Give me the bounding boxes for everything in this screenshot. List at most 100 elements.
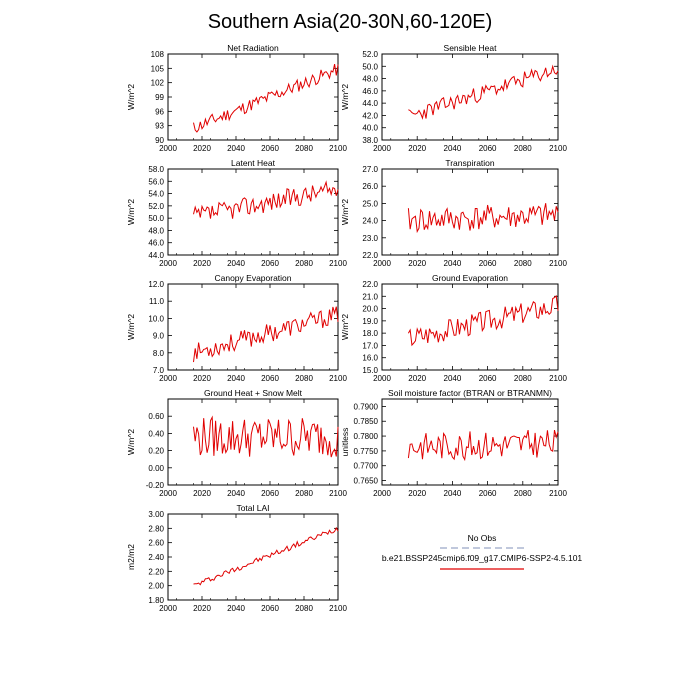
x-tick-label: 2020 bbox=[193, 259, 211, 268]
y-tick-label: 23.0 bbox=[362, 234, 378, 243]
y-tick-label: 1.80 bbox=[148, 596, 164, 605]
y-axis-label: W/m^2 bbox=[126, 199, 136, 225]
x-tick-label: 2080 bbox=[295, 144, 313, 153]
y-tick-label: 0.60 bbox=[148, 412, 164, 421]
plot-frame bbox=[167, 398, 339, 486]
series-line bbox=[408, 64, 559, 120]
panel-net-radiation: Net Radiation W/m^2 2000 2020 2040 2060 2080 21… bbox=[126, 43, 347, 153]
y-tick-label: 27.0 bbox=[362, 165, 378, 174]
x-tick-label: 2080 bbox=[295, 604, 313, 613]
y-tick-label: 11.0 bbox=[149, 297, 165, 306]
y-tick-label: 12.0 bbox=[148, 280, 164, 289]
x-tick-label: 2060 bbox=[479, 259, 497, 268]
x-tick-label: 2040 bbox=[444, 259, 462, 268]
y-tick-label: 0.7800 bbox=[354, 432, 379, 441]
page-title: Southern Asia(20-30N,60-120E) bbox=[208, 11, 493, 33]
panel-ground-evaporation: Ground Evaporation W/m^2 2000 2020 2040 2060 2… bbox=[340, 273, 567, 383]
panel-ground-heat-snow-melt: Ground Heat + Snow Melt W/m^2 2000 2020 2040… bbox=[126, 388, 347, 498]
x-tick-label: 2000 bbox=[159, 374, 177, 383]
y-axis-label: W/m^2 bbox=[126, 84, 136, 110]
x-tick-label: 2100 bbox=[549, 489, 567, 498]
series-line bbox=[193, 526, 339, 586]
x-tick-label: 2100 bbox=[329, 374, 347, 383]
x-tick-label: 2040 bbox=[444, 489, 462, 498]
y-tick-label: 25.0 bbox=[362, 199, 378, 208]
legend: No Obs b.e21.BSSP245cmip6.f09_g17.CMIP6-… bbox=[382, 533, 583, 570]
y-tick-label: 58.0 bbox=[148, 165, 164, 174]
panel-title: Soil moisture factor (BTRAN or BTRANMN) bbox=[388, 388, 552, 398]
y-tick-label: 54.0 bbox=[148, 190, 164, 199]
y-tick-label: 10.0 bbox=[148, 314, 164, 323]
series-line bbox=[193, 180, 339, 219]
plot-frame bbox=[167, 53, 339, 141]
y-axis-label: m2/m2 bbox=[126, 544, 136, 570]
series-line bbox=[193, 63, 339, 133]
y-axis-label: W/m^2 bbox=[126, 314, 136, 340]
series-line bbox=[193, 306, 339, 363]
x-tick-label: 2080 bbox=[295, 259, 313, 268]
y-tick-label: 99 bbox=[155, 93, 164, 102]
x-tick-label: 2040 bbox=[227, 604, 245, 613]
x-tick-label: 2000 bbox=[159, 144, 177, 153]
x-tick-label: 2040 bbox=[227, 144, 245, 153]
x-tick-label: 2020 bbox=[193, 144, 211, 153]
x-tick-label: 2020 bbox=[408, 259, 426, 268]
x-tick-label: 2080 bbox=[295, 374, 313, 383]
panel-title: Latent Heat bbox=[231, 158, 276, 168]
y-tick-label: 0.40 bbox=[148, 429, 164, 438]
y-tick-label: 93 bbox=[155, 122, 164, 131]
x-tick-label: 2020 bbox=[408, 374, 426, 383]
x-tick-label: 2080 bbox=[514, 144, 532, 153]
y-tick-label: 38.0 bbox=[362, 136, 378, 145]
x-tick-label: 2080 bbox=[295, 489, 313, 498]
x-tick-label: 2020 bbox=[193, 489, 211, 498]
y-tick-label: 17.0 bbox=[362, 341, 378, 350]
y-tick-label: 0.7650 bbox=[354, 477, 379, 486]
series-line bbox=[407, 295, 559, 347]
y-axis-label: W/m^2 bbox=[126, 429, 136, 455]
y-tick-label: 0.20 bbox=[148, 447, 164, 456]
x-tick-label: 2060 bbox=[261, 144, 279, 153]
legend-obs-label: No Obs bbox=[468, 533, 497, 543]
y-axis-label: unitless bbox=[340, 428, 350, 457]
y-tick-label: 105 bbox=[151, 64, 165, 73]
y-tick-label: 8.0 bbox=[153, 349, 165, 358]
x-tick-label: 2080 bbox=[514, 489, 532, 498]
x-tick-label: 2040 bbox=[444, 374, 462, 383]
panel-canopy-evaporation: Canopy Evaporation W/m^2 2000 2020 2040 2060 2… bbox=[126, 273, 347, 383]
x-tick-label: 2060 bbox=[479, 144, 497, 153]
plot-frame bbox=[167, 513, 339, 601]
series-line bbox=[407, 429, 559, 462]
y-tick-label: 2.80 bbox=[148, 524, 164, 533]
panel-title: Ground Evaporation bbox=[432, 273, 508, 283]
y-tick-label: 3.00 bbox=[148, 510, 164, 519]
y-tick-label: 7.0 bbox=[153, 366, 165, 375]
y-tick-label: 2.60 bbox=[148, 539, 164, 548]
y-tick-label: 22.0 bbox=[362, 251, 378, 260]
y-tick-label: 56.0 bbox=[148, 177, 164, 186]
x-tick-label: 2000 bbox=[159, 489, 177, 498]
series-line bbox=[407, 203, 559, 234]
legend-model-label: b.e21.BSSP245cmip6.f09_g17.CMIP6-SSP2-4.… bbox=[382, 553, 583, 563]
x-tick-label: 2100 bbox=[329, 144, 347, 153]
y-tick-label: 18.0 bbox=[362, 329, 378, 338]
y-tick-label: 90 bbox=[155, 136, 164, 145]
y-tick-label: 0.00 bbox=[148, 464, 164, 473]
panel-title: Transpiration bbox=[445, 158, 495, 168]
panel-title: Net Radiation bbox=[227, 43, 279, 53]
y-tick-label: 15.0 bbox=[362, 366, 378, 375]
y-tick-label: 24.0 bbox=[362, 217, 378, 226]
y-tick-label: 2.20 bbox=[148, 567, 164, 576]
y-tick-label: 46.0 bbox=[148, 239, 164, 248]
y-tick-label: 44.0 bbox=[148, 251, 164, 260]
panel-soil-moisture-factor: Soil moisture factor (BTRAN or BTRANMN) u… bbox=[340, 388, 567, 498]
x-tick-label: 2060 bbox=[479, 489, 497, 498]
x-tick-label: 2100 bbox=[329, 489, 347, 498]
x-tick-label: 2040 bbox=[227, 259, 245, 268]
y-tick-label: 48.0 bbox=[148, 226, 164, 235]
y-tick-label: 50.0 bbox=[362, 62, 378, 71]
x-tick-label: 2020 bbox=[193, 604, 211, 613]
x-tick-label: 2080 bbox=[514, 259, 532, 268]
y-tick-label: 2.40 bbox=[148, 553, 164, 562]
